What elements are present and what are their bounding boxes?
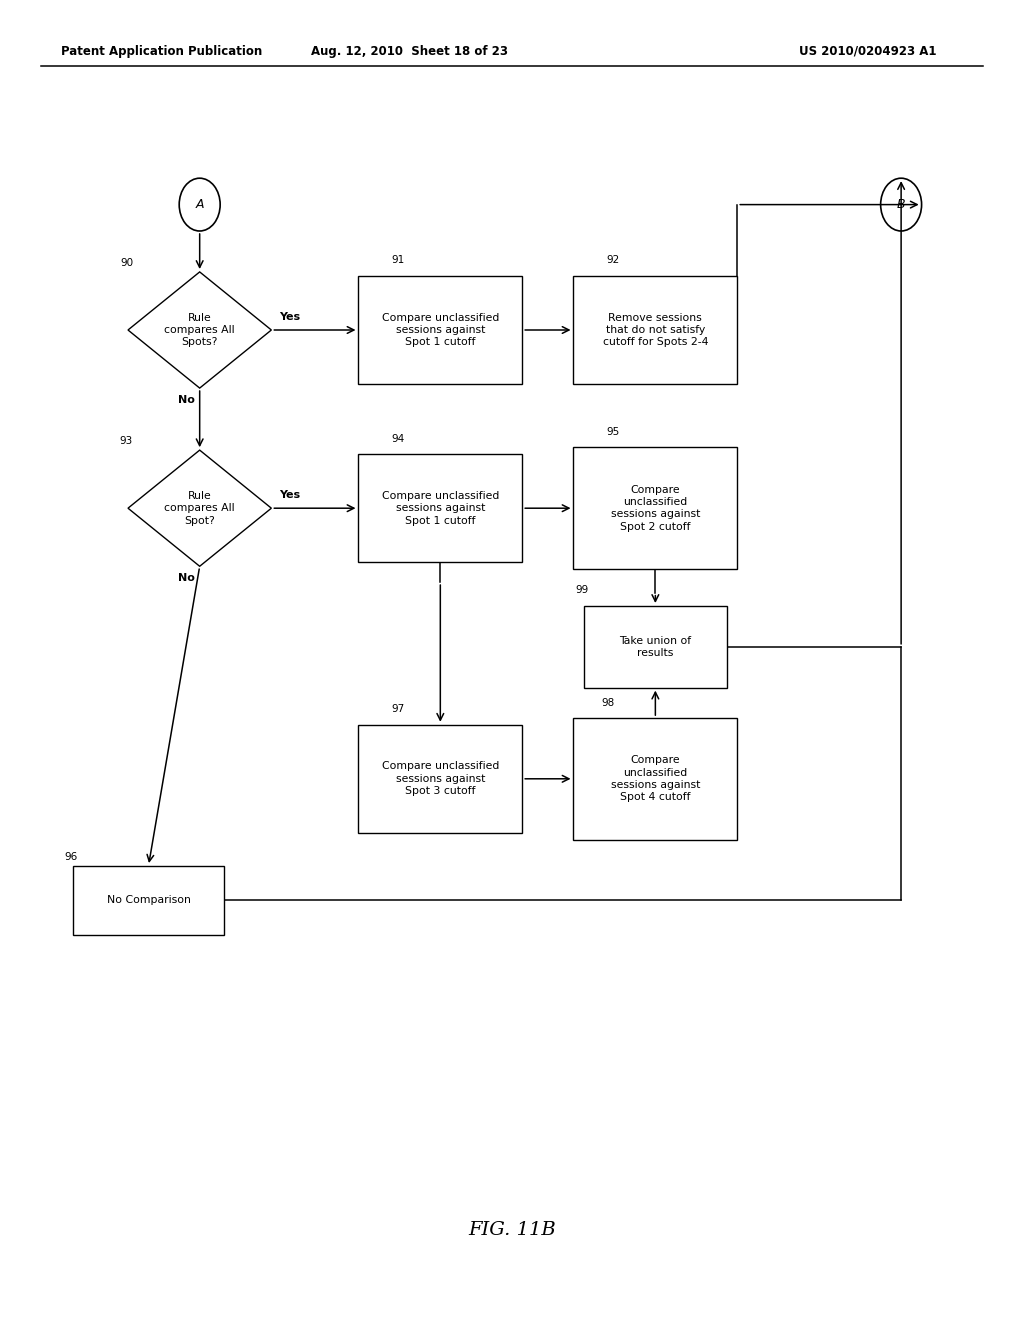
Bar — [358, 454, 522, 562]
Text: Take union of
results: Take union of results — [620, 636, 691, 657]
Text: 90: 90 — [120, 257, 133, 268]
Text: Rule
compares All
Spots?: Rule compares All Spots? — [165, 313, 234, 347]
Text: No Comparison: No Comparison — [106, 895, 190, 906]
Text: 94: 94 — [391, 433, 404, 444]
Polygon shape — [128, 450, 271, 566]
Polygon shape — [128, 272, 271, 388]
Text: 93: 93 — [120, 436, 133, 446]
Text: Patent Application Publication: Patent Application Publication — [61, 45, 263, 58]
Text: Compare unclassified
sessions against
Spot 3 cutoff: Compare unclassified sessions against Sp… — [382, 762, 499, 796]
Text: 98: 98 — [601, 697, 614, 708]
Text: 92: 92 — [606, 255, 620, 265]
Circle shape — [179, 178, 220, 231]
Bar — [573, 447, 737, 569]
Bar — [584, 606, 727, 688]
Text: Compare unclassified
sessions against
Spot 1 cutoff: Compare unclassified sessions against Sp… — [382, 313, 499, 347]
Bar — [358, 276, 522, 384]
Text: Yes: Yes — [280, 312, 301, 322]
Text: No: No — [178, 395, 195, 405]
Text: 91: 91 — [391, 255, 404, 265]
Text: FIG. 11B: FIG. 11B — [468, 1221, 556, 1239]
Text: Compare unclassified
sessions against
Spot 1 cutoff: Compare unclassified sessions against Sp… — [382, 491, 499, 525]
Text: 95: 95 — [606, 426, 620, 437]
Text: Compare
unclassified
sessions against
Spot 4 cutoff: Compare unclassified sessions against Sp… — [610, 755, 700, 803]
Text: Remove sessions
that do not satisfy
cutoff for Spots 2-4: Remove sessions that do not satisfy cuto… — [602, 313, 709, 347]
Bar — [73, 866, 224, 935]
Bar — [573, 718, 737, 840]
Bar — [573, 276, 737, 384]
Text: B: B — [897, 198, 905, 211]
Text: Compare
unclassified
sessions against
Spot 2 cutoff: Compare unclassified sessions against Sp… — [610, 484, 700, 532]
Text: Rule
compares All
Spot?: Rule compares All Spot? — [165, 491, 234, 525]
Text: 96: 96 — [65, 851, 78, 862]
Bar — [358, 725, 522, 833]
Text: Aug. 12, 2010  Sheet 18 of 23: Aug. 12, 2010 Sheet 18 of 23 — [311, 45, 508, 58]
Text: US 2010/0204923 A1: US 2010/0204923 A1 — [799, 45, 936, 58]
Circle shape — [881, 178, 922, 231]
Text: 97: 97 — [391, 704, 404, 714]
Text: 99: 99 — [575, 585, 589, 595]
Text: No: No — [178, 573, 195, 583]
Text: Yes: Yes — [280, 490, 301, 500]
Text: A: A — [196, 198, 204, 211]
